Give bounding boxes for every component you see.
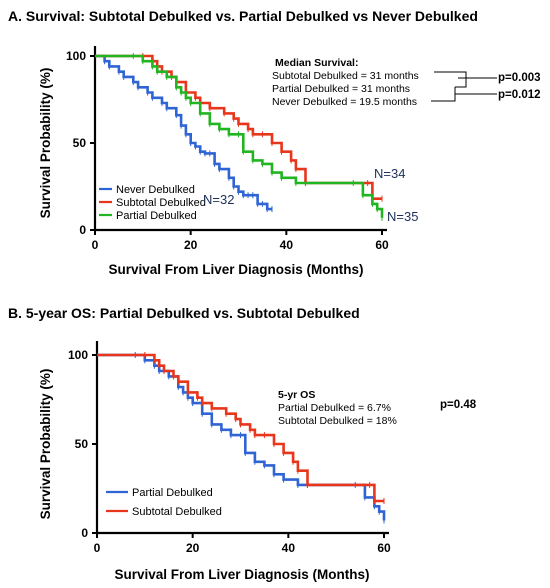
legend-a-never-label: Never Debulked — [116, 184, 195, 196]
os-title: 5-yr OS — [278, 389, 315, 401]
panel-b-series — [97, 352, 386, 524]
panel-b-legend: Partial Debulked Subtotal Debulked — [106, 487, 222, 518]
panel-a-series — [95, 53, 384, 221]
median-survival-annotation: Median Survival: Subtotal Debulked = 31 … — [272, 57, 419, 108]
panel-b-series-line-subtotal-debulked — [97, 353, 384, 503]
panel-a-axes — [93, 46, 387, 232]
panel-a-title: A. Survival: Subtotal Debulked vs. Parti… — [8, 8, 478, 24]
median-title: Median Survival: — [275, 57, 358, 69]
panel-b-y-axis-title: Survival Probability (%) — [38, 369, 53, 520]
n-label-never: N=32 — [203, 192, 234, 207]
n-label-subtotal: N=34 — [374, 166, 405, 181]
os-line-partial: Partial Debulked = 6.7% — [278, 402, 391, 414]
legend-a-partial-label: Partial Debulked — [116, 210, 197, 222]
median-line-subtotal: Subtotal Debulked = 31 months — [272, 70, 419, 82]
panel-b-axes — [95, 341, 389, 535]
panel-a-x-tick-label-40: 40 — [280, 238, 294, 252]
panel-a-y-axis-title: Survival Probability (%) — [38, 68, 53, 219]
panel-a-y-tick-label-100: 100 — [66, 49, 86, 63]
panel-a-y-tick-label-50: 50 — [73, 136, 87, 150]
median-line-partial: Partial Debulked = 31 months — [272, 83, 410, 95]
bracket-subtotal-partial — [434, 71, 467, 88]
panel-a-y-tick-label-0: 0 — [79, 223, 86, 237]
panel-b-x-tick-label-0: 0 — [94, 541, 101, 555]
panel-a-x-tick-label-20: 20 — [184, 238, 198, 252]
median-line-never: Never Debulked = 19.5 months — [272, 96, 417, 108]
legend-b-subtotal-label: Subtotal Debulked — [132, 506, 222, 518]
panel-b-title: B. 5-year OS: Partial Debulked vs. Subto… — [8, 305, 360, 321]
panel-b-x-axis-title: Survival From Liver Diagnosis (Months) — [114, 567, 369, 582]
p-value-brackets — [431, 71, 497, 102]
panel-b-y-tick-label-100: 100 — [68, 348, 88, 362]
panel-a-ticks: 0 20 40 60 0 50 100 — [66, 49, 389, 252]
panel-a-x-tick-label-0: 0 — [92, 238, 99, 252]
panel-b-ticks: 0 20 40 60 0 50 100 — [68, 348, 391, 555]
legend-b-partial-label: Partial Debulked — [132, 487, 213, 499]
panel-a-series-line-partial-debulked — [95, 54, 384, 218]
bracket-partial-never — [431, 87, 456, 102]
panel-b-x-tick-label-20: 20 — [186, 541, 200, 555]
p-value-os: p=0.48 — [440, 399, 477, 411]
legend-a-subtotal-label: Subtotal Debulked — [116, 197, 206, 209]
panel-a: A. Survival: Subtotal Debulked vs. Parti… — [8, 8, 541, 277]
os-annotation: 5-yr OS Partial Debulked = 6.7% Subtotal… — [278, 389, 397, 427]
p-value-1: p=0.003 — [498, 72, 541, 84]
p-value-2: p=0.012 — [498, 89, 541, 101]
panel-b: B. 5-year OS: Partial Debulked vs. Subto… — [8, 305, 477, 582]
panel-b-x-tick-label-60: 60 — [377, 541, 391, 555]
panel-b-x-tick-label-40: 40 — [282, 541, 296, 555]
panel-b-y-tick-label-50: 50 — [75, 437, 89, 451]
os-line-subtotal: Subtotal Debulked = 18% — [278, 415, 397, 427]
panel-a-x-axis-title: Survival From Liver Diagnosis (Months) — [108, 262, 363, 277]
panel-a-series-line-never-debulked — [95, 54, 272, 211]
n-label-partial: N=35 — [387, 209, 418, 224]
panel-b-y-tick-label-0: 0 — [81, 526, 88, 540]
panel-a-legend: Never Debulked Subtotal Debulked Partial… — [99, 184, 206, 222]
panel-a-x-tick-label-60: 60 — [375, 238, 389, 252]
